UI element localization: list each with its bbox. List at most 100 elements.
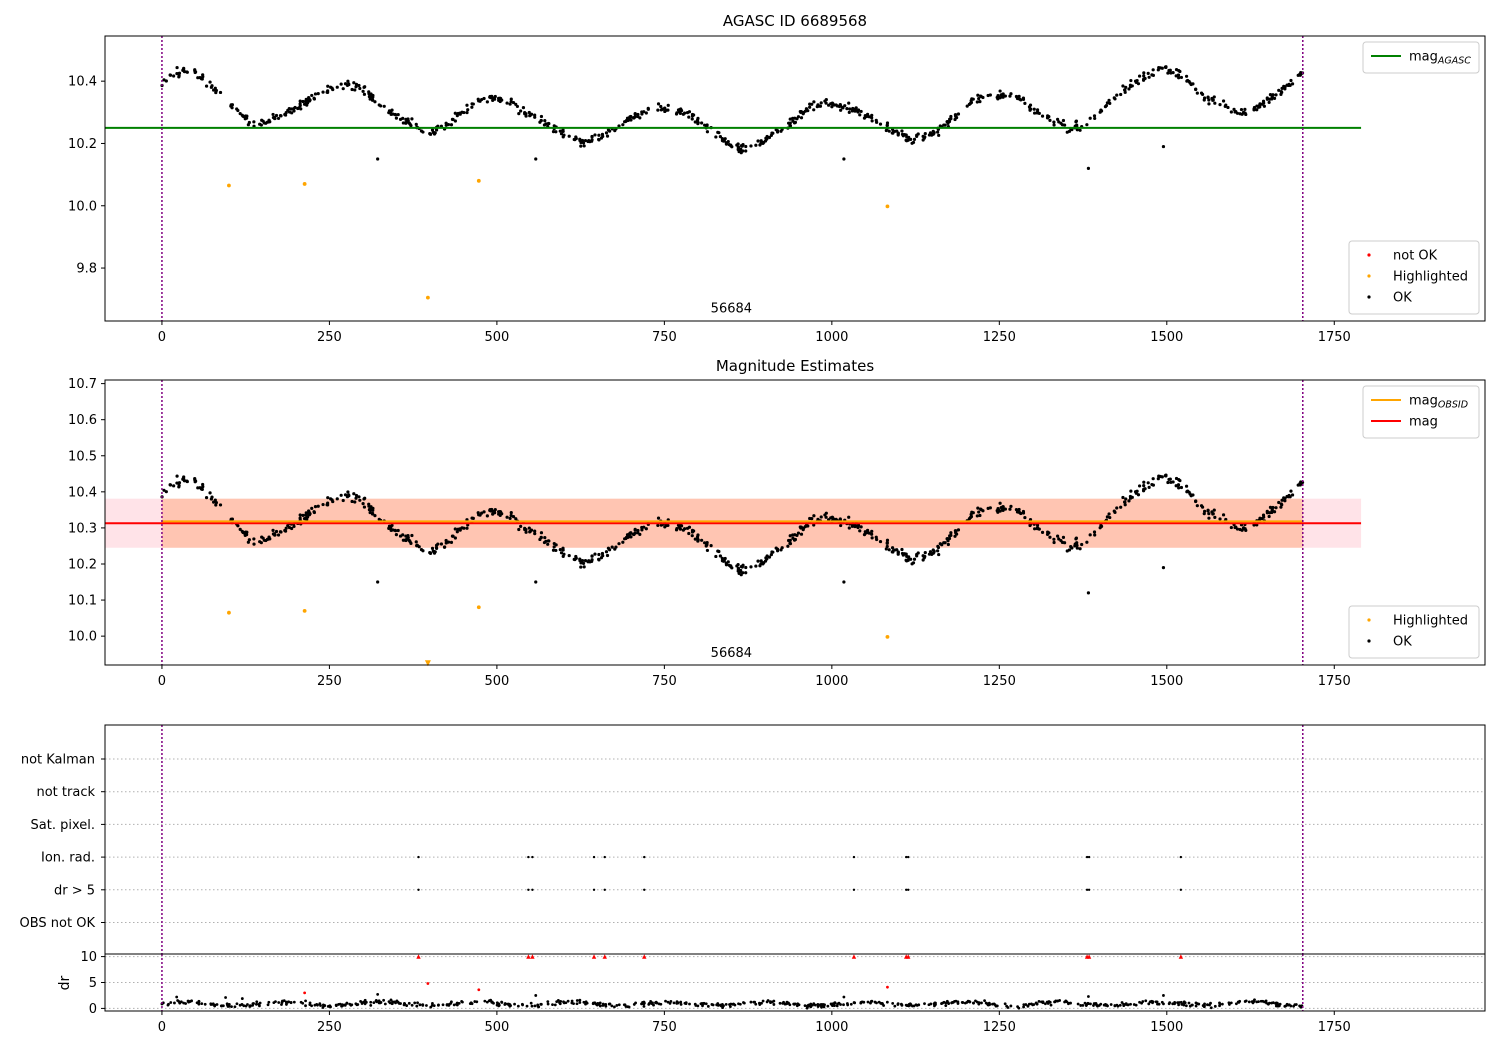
ok-point	[910, 562, 914, 566]
dr-point	[904, 1003, 908, 1007]
dr-point	[507, 1003, 511, 1007]
dr-point	[1064, 999, 1068, 1003]
dr-point	[668, 1002, 672, 1005]
ok-point	[885, 541, 889, 545]
dr-point	[615, 1004, 619, 1007]
ok-point	[1046, 530, 1050, 534]
ok-point	[480, 511, 484, 515]
magnitude-ytick-label: 10.1	[68, 594, 97, 609]
ok-point	[727, 563, 731, 567]
dr-point	[220, 1004, 224, 1008]
dr-point	[395, 999, 399, 1003]
ok-point	[283, 112, 287, 117]
ok-point	[685, 526, 690, 530]
dr-point	[584, 1000, 588, 1004]
ok-point	[1127, 87, 1131, 91]
ok-point	[870, 116, 874, 120]
ok-point	[304, 513, 308, 517]
dr-point	[184, 1002, 188, 1005]
ok-point	[956, 528, 961, 532]
ok-point	[930, 133, 934, 137]
ok-point	[696, 122, 700, 126]
dr-point	[176, 999, 180, 1002]
dr-point	[986, 1003, 990, 1007]
dr-ytick-label: 10	[80, 950, 97, 965]
ok-point	[238, 111, 242, 116]
ok-point	[1184, 74, 1189, 78]
ok-point	[1151, 73, 1155, 77]
ok-point	[597, 133, 601, 137]
ok-point	[554, 130, 558, 134]
ok-point	[884, 547, 888, 551]
dr-clipped-triangle	[906, 954, 911, 959]
ok-point	[677, 525, 681, 529]
ok-point	[310, 506, 314, 510]
ok-point	[1056, 117, 1060, 122]
ok-point	[267, 537, 271, 541]
ok-point	[527, 526, 531, 530]
ok-point	[978, 100, 982, 104]
ok-point	[1255, 104, 1259, 108]
highlighted-point	[425, 295, 430, 300]
ok-point	[1063, 123, 1067, 127]
ok-point	[1207, 102, 1211, 106]
dr-point	[1053, 1000, 1057, 1004]
ok-point	[296, 106, 300, 110]
ok-point	[1280, 90, 1284, 94]
dr-point	[308, 1001, 312, 1005]
flag-event-point	[1087, 855, 1091, 859]
ok-point	[1056, 534, 1060, 538]
dr-point	[597, 1003, 601, 1006]
ok-point	[819, 101, 823, 105]
flag-event-point	[531, 888, 534, 891]
ok-point	[1239, 107, 1244, 112]
dr-point	[1259, 999, 1263, 1003]
ok-point	[204, 496, 209, 500]
ok-point	[1098, 526, 1102, 530]
chart-title-magnitude: Magnitude Estimates	[716, 357, 874, 375]
ok-point	[1124, 85, 1128, 89]
ok-point	[208, 80, 212, 84]
ok-point	[432, 132, 437, 136]
dr-point	[933, 1003, 937, 1007]
ok-point	[528, 529, 532, 534]
ok-point	[1136, 493, 1141, 497]
dr-point	[415, 1004, 419, 1008]
ok-point	[321, 90, 325, 94]
ok-point	[307, 509, 311, 513]
ok-point	[788, 117, 792, 121]
dr-point	[169, 1001, 173, 1004]
highlighted-point	[476, 178, 481, 183]
ok-point	[842, 580, 846, 584]
ok-point	[313, 92, 318, 96]
ok-point	[1146, 71, 1150, 75]
ok-point	[246, 540, 250, 544]
ok-point	[838, 102, 842, 107]
ok-point	[915, 134, 919, 139]
agasc-ytick-label: 10.0	[68, 199, 97, 214]
dr-point	[277, 1001, 281, 1004]
ok-point	[394, 113, 398, 117]
dr-point	[489, 998, 493, 1002]
ok-point	[624, 535, 629, 539]
ok-point	[628, 535, 632, 539]
ok-point	[243, 117, 247, 121]
highlighted-point	[302, 608, 307, 613]
ok-point	[528, 113, 532, 117]
ok-point	[453, 527, 457, 531]
highlighted-triangle	[424, 660, 431, 667]
ok-point	[947, 536, 952, 541]
ok-point	[358, 86, 362, 91]
ok-point	[1178, 69, 1182, 74]
magnitude-xtick-label: 1750	[1318, 674, 1351, 689]
dr-point	[826, 1004, 830, 1008]
ok-point	[607, 129, 612, 133]
ok-point	[1061, 118, 1066, 123]
ok-point	[394, 116, 399, 120]
dr-point	[570, 999, 574, 1003]
ok-point	[561, 546, 565, 550]
ok-point	[508, 516, 512, 520]
ok-point	[890, 546, 895, 550]
ok-point	[590, 558, 594, 562]
ok-point	[1074, 541, 1079, 546]
